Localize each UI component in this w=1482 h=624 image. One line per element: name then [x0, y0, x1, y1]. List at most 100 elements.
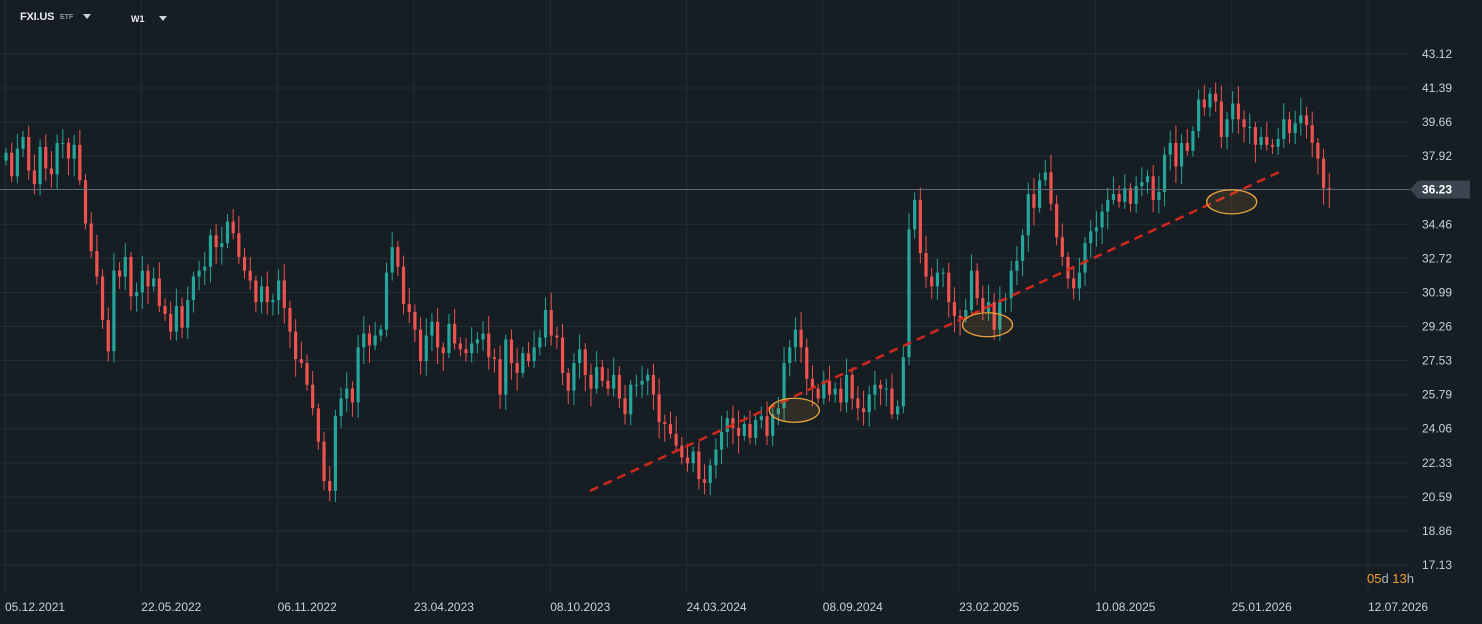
candle	[1111, 176, 1116, 205]
candle	[901, 346, 905, 414]
symbol-dropdown-chevron-down-icon[interactable]	[83, 14, 91, 19]
candle-body	[674, 433, 678, 446]
candle	[532, 331, 536, 369]
candle-body	[95, 251, 99, 277]
current-price-tag-shape	[1410, 180, 1470, 199]
candle-body	[470, 343, 474, 354]
candle-body	[1111, 193, 1116, 200]
candle-body	[1032, 193, 1036, 208]
candle	[708, 459, 712, 496]
candle-body	[765, 416, 769, 436]
candle-body	[1270, 144, 1275, 147]
candle-body	[589, 374, 593, 389]
countdown-days-unit: d	[1381, 571, 1389, 586]
candle	[322, 431, 326, 491]
candle-body	[873, 384, 877, 395]
candle-body	[78, 144, 82, 181]
candle-body	[1151, 176, 1155, 200]
candle	[776, 397, 780, 426]
candle-body	[333, 416, 337, 491]
candle	[396, 240, 400, 276]
y-axis-tick-label: 39.66	[1422, 115, 1452, 129]
candle	[1191, 126, 1195, 157]
candle-body	[742, 424, 746, 436]
candle-body	[487, 333, 491, 358]
candle-body	[1168, 142, 1172, 155]
candle	[1327, 173, 1331, 208]
candle-body	[1077, 272, 1081, 289]
candle-body	[163, 306, 167, 314]
candle	[356, 334, 360, 418]
candle	[850, 367, 854, 410]
candle-body	[436, 321, 440, 348]
candle-body	[27, 136, 31, 171]
candle-body	[1265, 136, 1269, 145]
candle	[248, 256, 252, 290]
candle	[475, 332, 479, 354]
candle-body	[225, 221, 230, 244]
candle	[49, 151, 54, 188]
candle-body	[464, 349, 468, 354]
candle-body	[328, 481, 332, 491]
candle	[441, 342, 445, 371]
candle	[606, 368, 610, 396]
candle	[771, 408, 775, 447]
candle	[1060, 223, 1064, 267]
candle-body	[907, 229, 911, 358]
x-axis-tick-label: 23.02.2025	[959, 600, 1019, 614]
candle	[1179, 134, 1184, 185]
candle	[424, 318, 428, 376]
candle	[714, 438, 718, 479]
candle-body	[123, 256, 127, 277]
candle-body	[100, 276, 105, 320]
candle	[878, 379, 883, 406]
candle	[470, 327, 474, 363]
candle-body	[759, 416, 763, 421]
candle-body	[32, 170, 36, 185]
candle	[447, 313, 451, 359]
candle	[702, 464, 707, 495]
candle	[1270, 138, 1275, 154]
timeframe-dropdown-chevron-down-icon[interactable]	[159, 16, 167, 21]
candle-body	[447, 323, 451, 354]
candle	[288, 300, 292, 349]
candle	[629, 379, 633, 426]
candle-body	[242, 256, 247, 271]
y-axis: 43.12 41.39 39.66 37.92 34.46 32.72 30.99 29.26…	[1422, 47, 1452, 572]
candle-body	[606, 380, 610, 389]
timeframe-label[interactable]: W1	[131, 14, 145, 24]
symbol-label[interactable]: FXI.US	[20, 11, 55, 23]
candle-body	[719, 431, 724, 450]
candle-body	[129, 256, 133, 297]
candle	[203, 251, 207, 286]
candle	[66, 137, 71, 176]
x-axis-tick-label: 06.11.2022	[278, 600, 337, 614]
candle	[15, 133, 19, 184]
candle-body	[254, 280, 258, 303]
candle	[827, 365, 832, 402]
candle	[157, 262, 161, 313]
candle-body	[299, 359, 303, 364]
candle	[538, 330, 542, 356]
candle-body	[424, 335, 428, 362]
candle	[453, 308, 457, 350]
candle	[583, 343, 587, 392]
candle	[1032, 177, 1036, 226]
candle	[1026, 182, 1030, 252]
candle	[106, 307, 110, 362]
candle-body	[208, 235, 213, 267]
candle-body	[135, 292, 139, 297]
candle-body	[918, 199, 922, 253]
candle	[237, 215, 241, 264]
candle	[589, 363, 593, 407]
candle	[311, 371, 315, 416]
candle-body	[21, 136, 25, 149]
candle-body	[816, 388, 820, 399]
candle	[651, 363, 656, 411]
candle-body	[737, 427, 741, 436]
candle	[725, 410, 729, 448]
candle	[78, 129, 82, 186]
candle-body	[55, 142, 59, 175]
candle	[947, 262, 951, 318]
